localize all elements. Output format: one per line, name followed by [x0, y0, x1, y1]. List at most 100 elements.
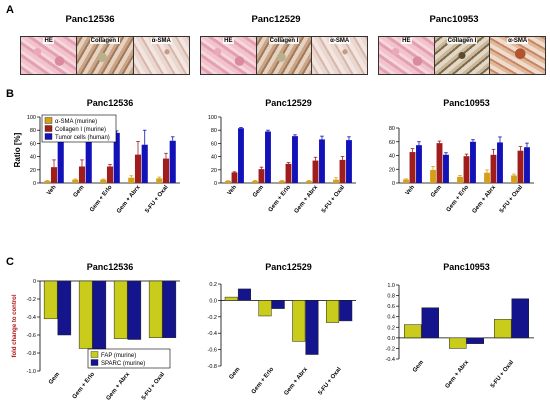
histology-strip-2: HE Collagen I α-SMA	[200, 36, 368, 75]
legend-box	[87, 348, 171, 369]
y-tick-label: 0	[33, 279, 36, 285]
category-label: Gem	[252, 185, 265, 199]
bar	[78, 280, 93, 349]
y-tick-label: 80	[30, 128, 36, 134]
bar	[128, 177, 135, 183]
y-tick-label: 40	[30, 155, 36, 161]
y-tick-label: 40	[211, 155, 217, 161]
legend-label: Collagen I (murine)	[55, 127, 106, 133]
category-label: Gem + Abrx	[116, 184, 142, 215]
legend-swatch	[90, 351, 99, 358]
bar	[92, 280, 107, 351]
category-label: Gem + Erlo	[72, 371, 97, 400]
y-tick-label: 0	[33, 181, 36, 187]
sma-image: α-SMA	[133, 37, 189, 74]
bar	[306, 181, 312, 183]
y-axis-label: Ratio [%]	[13, 132, 22, 167]
bar	[162, 158, 170, 183]
y-tick-label: 0.6	[387, 304, 395, 310]
chart-title: Panc12536	[87, 98, 134, 108]
sma-label: α-SMA	[329, 38, 351, 44]
bar	[457, 176, 463, 183]
bar	[134, 154, 142, 183]
bar	[470, 141, 476, 183]
bar	[285, 163, 292, 183]
collagen-label: Collagen I	[446, 38, 478, 44]
bar	[162, 280, 177, 338]
bar	[292, 300, 306, 342]
tissue-title-3: Panc10953	[429, 14, 479, 25]
bar	[148, 280, 163, 338]
y-tick-label: 80	[211, 128, 217, 134]
category-label: 5-FU + Oxal	[318, 366, 343, 396]
bar	[258, 300, 272, 317]
y-tick-label: 0.0	[387, 336, 395, 342]
legend-label: α-SMA (murine)	[55, 119, 97, 125]
y-tick-label: 1.0	[387, 283, 395, 289]
category-label: Gem + Erlo	[268, 184, 293, 213]
y-tick-label: 0	[214, 181, 217, 187]
bar	[231, 172, 238, 183]
bar	[319, 139, 325, 183]
histology-strip-3: HE Collagen I α-SMA	[378, 36, 546, 75]
bar	[409, 152, 416, 183]
y-tick-label: -0.8	[27, 351, 36, 357]
legend-label: SPARC (murine)	[101, 361, 145, 367]
bar	[279, 181, 285, 183]
collagen-image: Collagen I	[256, 37, 313, 74]
y-tick-label: -1.0	[27, 369, 36, 375]
category-label: Gem + Abrx	[106, 371, 132, 402]
bar	[57, 132, 64, 183]
bar	[252, 181, 258, 183]
bar	[100, 179, 107, 183]
bar	[141, 144, 148, 183]
he-label: HE	[43, 38, 54, 44]
y-tick-label: 20	[389, 167, 395, 173]
collagen-label: Collagen I	[268, 38, 300, 44]
bar	[346, 140, 352, 183]
bar	[497, 142, 503, 183]
y-tick-label: 0.0	[209, 298, 217, 304]
bar	[57, 280, 72, 336]
bar	[517, 150, 524, 183]
category-label: 5-FU + Oxal	[144, 184, 169, 214]
sma-label: α-SMA	[507, 38, 529, 44]
category-label: Gem	[73, 185, 86, 199]
y-tick-label: 0	[392, 181, 395, 187]
bar	[156, 178, 163, 183]
legend-swatch	[90, 359, 99, 366]
he-label: HE	[401, 38, 412, 44]
bar	[494, 319, 512, 339]
bar	[333, 179, 339, 183]
category-label: Gem	[48, 372, 61, 386]
bar	[72, 179, 79, 183]
panel-letter-a: A	[6, 4, 14, 16]
collagen-image: Collagen I	[434, 37, 491, 74]
y-tick-label: 80	[389, 126, 395, 132]
bar	[237, 288, 251, 301]
y-tick-label: 60	[211, 141, 217, 147]
collagen-label: Collagen I	[89, 38, 121, 44]
y-tick-label: 20	[30, 168, 36, 174]
y-tick-label: 60	[389, 140, 395, 146]
y-tick-label: 0.8	[387, 294, 395, 300]
bar	[44, 181, 51, 183]
legend-swatch	[44, 117, 53, 124]
category-label: 5-FU + Oxal	[499, 184, 524, 214]
bar	[106, 166, 114, 183]
he-image: HE	[21, 37, 78, 74]
category-label: 5-FU + Oxal	[490, 359, 515, 389]
bar	[436, 143, 443, 183]
bar	[238, 128, 244, 183]
y-tick-label: -0.2	[386, 346, 395, 352]
y-tick-label: 0.4	[387, 315, 395, 321]
y-tick-label: -0.2	[27, 297, 36, 303]
y-tick-label: 40	[389, 154, 395, 160]
panel-letter-c: C	[6, 256, 14, 268]
bar	[258, 169, 265, 183]
tissue-title-1: Panc12536	[65, 14, 115, 25]
bar	[127, 280, 142, 340]
legend-swatch	[44, 133, 53, 140]
bar	[50, 167, 58, 183]
panel-letter-b: B	[6, 88, 14, 100]
